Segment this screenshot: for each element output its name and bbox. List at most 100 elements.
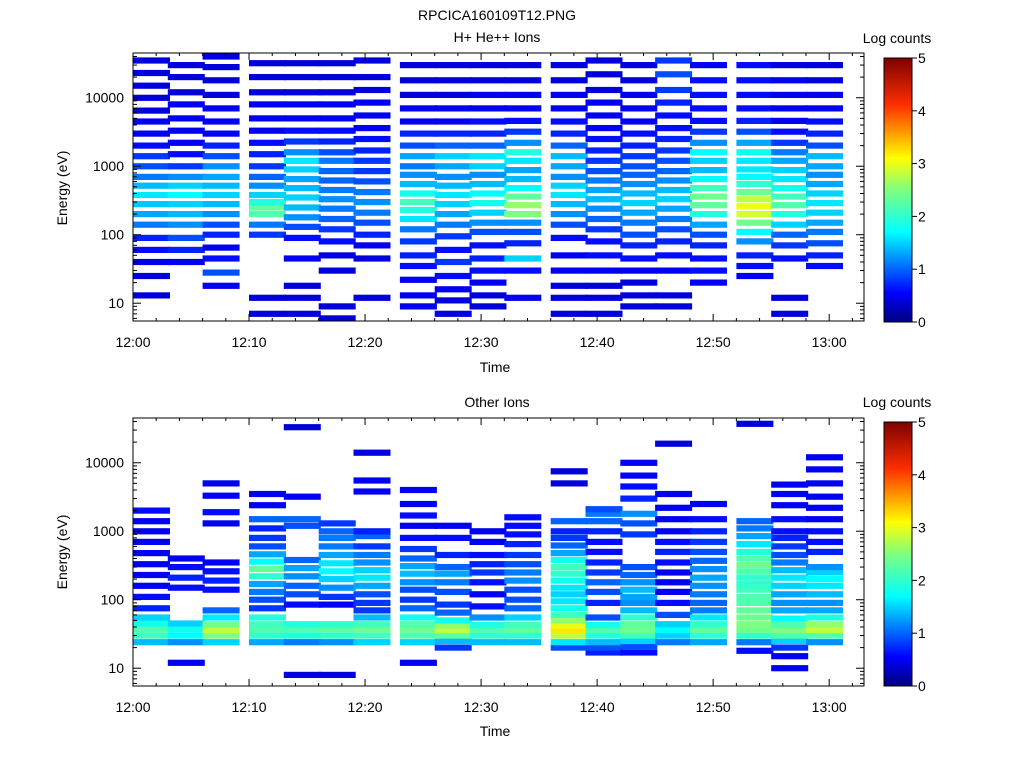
heatmap-cell <box>655 588 693 595</box>
panel-2-colorbar-label: Log counts <box>863 394 932 410</box>
heatmap-cell <box>318 528 356 535</box>
heatmap-cell <box>504 541 542 548</box>
heatmap-cell <box>133 605 170 612</box>
heatmap-cell <box>655 538 693 545</box>
heatmap-cell <box>318 196 356 203</box>
heatmap-cell <box>585 644 623 651</box>
heatmap-cell <box>690 574 727 581</box>
heatmap-cell <box>399 570 437 577</box>
colorbar-tick-label: 0 <box>918 678 926 694</box>
heatmap-cell <box>133 258 170 266</box>
panel-2-axes: 12:00 12:10 12:20 12:30 12:40 12:50 13:00 10 100… <box>85 418 864 715</box>
heatmap-cell <box>167 221 205 228</box>
heatmap-cell <box>690 255 727 262</box>
heatmap-cell <box>353 209 391 216</box>
heatmap-cell <box>690 117 727 124</box>
heatmap-cell <box>690 242 727 249</box>
heatmap-cell <box>202 520 240 527</box>
heatmap-cell <box>133 57 170 64</box>
heatmap-cell <box>585 135 623 143</box>
x-tick-label: 13:00 <box>812 334 847 350</box>
heatmap-cell <box>736 157 774 164</box>
heatmap-cell <box>585 125 623 132</box>
heatmap-cell <box>736 262 774 270</box>
heatmap-cell <box>690 566 727 573</box>
heatmap-cell <box>434 601 472 608</box>
heatmap-cell <box>655 548 693 555</box>
heatmap-cell <box>655 267 693 274</box>
heatmap-cell <box>655 226 693 233</box>
heatmap-cell <box>585 506 623 513</box>
heatmap-cell <box>249 191 286 199</box>
colorbar-tick-label: 2 <box>918 572 926 588</box>
heatmap-cell <box>771 582 809 589</box>
heatmap-cell <box>202 142 240 149</box>
heatmap-cell <box>353 614 391 621</box>
heatmap-cell <box>736 139 774 146</box>
heatmap-cell <box>434 142 472 149</box>
heatmap-cell <box>736 562 774 569</box>
heatmap-cell <box>318 215 356 223</box>
heatmap-cell <box>655 559 693 566</box>
heatmap-cell <box>318 267 356 274</box>
heatmap-cell <box>690 157 727 164</box>
heatmap-cell <box>399 62 437 69</box>
heatmap-cell <box>806 516 843 523</box>
panel-2-colorbar-ticks: 0 1 2 3 4 5 <box>912 414 926 694</box>
heatmap-cell <box>318 157 356 164</box>
heatmap-cell <box>550 130 588 137</box>
heatmap-cell <box>249 502 286 509</box>
heatmap-cell <box>249 60 286 67</box>
heatmap-cell <box>318 632 356 639</box>
heatmap-cell <box>283 294 321 301</box>
heatmap-cell <box>585 569 623 576</box>
heatmap-cell <box>620 483 658 490</box>
heatmap-cell <box>434 246 472 253</box>
heatmap-cell <box>620 303 658 310</box>
heatmap-cell <box>283 282 321 289</box>
heatmap-cell <box>771 637 809 645</box>
heatmap-cell <box>353 125 391 132</box>
heatmap-cell <box>504 514 542 521</box>
heatmap-cell <box>655 504 693 511</box>
heatmap-cell <box>434 609 472 616</box>
heatmap-cell <box>133 626 170 633</box>
heatmap-cell <box>806 180 843 188</box>
heatmap-cell <box>202 577 240 584</box>
heatmap-cell <box>550 617 588 624</box>
heatmap-cell <box>550 153 588 160</box>
heatmap-cell <box>550 77 588 84</box>
heatmap-cell <box>399 586 437 593</box>
heatmap-cell <box>655 238 693 245</box>
heatmap-cell <box>318 205 356 212</box>
heatmap-cell <box>736 117 774 124</box>
heatmap-cell <box>550 622 588 629</box>
heatmap-cell <box>434 286 472 293</box>
heatmap-cell <box>690 128 727 135</box>
heatmap-cell <box>620 292 658 299</box>
heatmap-cell <box>585 538 623 545</box>
heatmap-cell <box>283 493 321 500</box>
heatmap-cell <box>771 105 809 112</box>
heatmap-cell <box>771 621 809 628</box>
heatmap-cell <box>283 591 321 598</box>
heatmap-cell <box>167 620 205 627</box>
heatmap-cell <box>620 255 658 262</box>
heatmap-cell <box>585 57 623 64</box>
heatmap-cell <box>806 209 843 216</box>
heatmap-cell <box>353 599 391 606</box>
heatmap-cell <box>620 142 658 149</box>
heatmap-cell <box>202 191 240 199</box>
heatmap-cell <box>655 440 693 447</box>
heatmap-cell <box>690 221 727 228</box>
heatmap-cell <box>620 105 658 112</box>
heatmap-cell <box>550 182 588 189</box>
heatmap-cell <box>550 191 588 199</box>
heatmap-cell <box>318 568 356 575</box>
heatmap-cell <box>504 176 542 183</box>
heatmap-cell <box>469 219 507 226</box>
heatmap-cell <box>353 255 391 262</box>
heatmap-cell <box>736 627 774 634</box>
heatmap-cell <box>318 315 356 322</box>
heatmap-cell <box>133 142 170 149</box>
